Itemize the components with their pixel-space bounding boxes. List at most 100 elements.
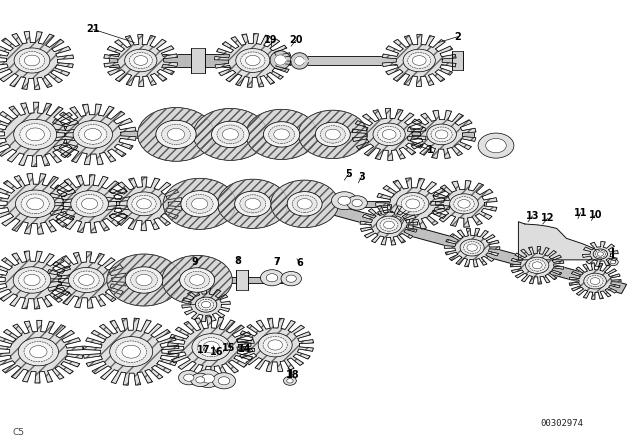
- Polygon shape: [360, 205, 418, 245]
- Circle shape: [597, 252, 604, 256]
- Text: 18: 18: [286, 370, 300, 380]
- Circle shape: [235, 191, 271, 216]
- Text: 00302974: 00302974: [541, 419, 584, 428]
- Text: 3: 3: [358, 172, 365, 181]
- Circle shape: [316, 122, 350, 146]
- Circle shape: [258, 333, 292, 357]
- Circle shape: [71, 191, 108, 217]
- Circle shape: [486, 138, 506, 153]
- Circle shape: [263, 336, 287, 353]
- Polygon shape: [0, 251, 74, 309]
- Circle shape: [125, 49, 157, 72]
- Circle shape: [26, 128, 44, 141]
- Circle shape: [287, 192, 322, 216]
- Circle shape: [107, 254, 181, 306]
- Polygon shape: [352, 108, 426, 160]
- Text: 7: 7: [273, 257, 280, 267]
- Circle shape: [137, 199, 151, 209]
- Circle shape: [478, 133, 514, 158]
- Circle shape: [608, 258, 618, 266]
- Circle shape: [401, 196, 424, 212]
- Circle shape: [18, 338, 59, 366]
- Circle shape: [454, 197, 474, 211]
- Circle shape: [195, 297, 217, 312]
- Polygon shape: [0, 31, 74, 90]
- Text: 9: 9: [192, 257, 198, 267]
- Text: 10: 10: [588, 210, 602, 220]
- Polygon shape: [431, 181, 497, 227]
- Circle shape: [376, 216, 401, 234]
- Circle shape: [162, 255, 232, 305]
- Text: 1: 1: [427, 145, 433, 155]
- Circle shape: [13, 267, 51, 293]
- Circle shape: [73, 121, 113, 148]
- Circle shape: [378, 126, 401, 142]
- Circle shape: [245, 198, 260, 209]
- Circle shape: [297, 198, 312, 209]
- Polygon shape: [260, 186, 627, 293]
- Bar: [269, 56, 454, 65]
- Text: 17: 17: [196, 345, 211, 355]
- Circle shape: [202, 302, 211, 308]
- Circle shape: [529, 259, 545, 271]
- Circle shape: [383, 221, 394, 228]
- Polygon shape: [104, 34, 178, 86]
- Circle shape: [161, 125, 191, 144]
- Circle shape: [450, 194, 478, 214]
- Circle shape: [246, 56, 260, 65]
- Circle shape: [129, 52, 152, 69]
- Polygon shape: [0, 320, 83, 383]
- Circle shape: [198, 299, 214, 310]
- Circle shape: [84, 129, 101, 140]
- Bar: [19, 131, 474, 138]
- Circle shape: [198, 338, 225, 357]
- Circle shape: [189, 275, 205, 285]
- Circle shape: [109, 336, 153, 367]
- Text: 15: 15: [222, 343, 236, 353]
- Circle shape: [611, 260, 616, 264]
- Polygon shape: [582, 241, 618, 267]
- Circle shape: [132, 195, 156, 212]
- Circle shape: [264, 122, 300, 147]
- Circle shape: [24, 274, 40, 286]
- Circle shape: [184, 374, 194, 381]
- Circle shape: [68, 267, 104, 293]
- Circle shape: [271, 180, 339, 228]
- Circle shape: [15, 190, 55, 218]
- Circle shape: [325, 129, 340, 140]
- Circle shape: [168, 128, 184, 141]
- Circle shape: [19, 271, 45, 289]
- Circle shape: [185, 271, 210, 289]
- Circle shape: [131, 271, 157, 289]
- Circle shape: [382, 129, 396, 139]
- Circle shape: [217, 125, 244, 144]
- Circle shape: [408, 52, 431, 69]
- Bar: [13, 201, 486, 207]
- Polygon shape: [182, 288, 230, 322]
- Circle shape: [463, 241, 481, 254]
- Polygon shape: [48, 175, 131, 233]
- Circle shape: [286, 275, 296, 282]
- Circle shape: [458, 199, 470, 208]
- Circle shape: [222, 129, 239, 140]
- Polygon shape: [275, 55, 285, 65]
- Circle shape: [435, 130, 448, 139]
- Circle shape: [321, 125, 346, 143]
- Circle shape: [593, 249, 607, 259]
- Polygon shape: [168, 317, 255, 378]
- Bar: [109, 54, 269, 67]
- Polygon shape: [569, 263, 621, 299]
- Circle shape: [156, 120, 196, 149]
- Polygon shape: [294, 56, 304, 65]
- Circle shape: [266, 274, 278, 282]
- Circle shape: [380, 219, 398, 231]
- Polygon shape: [0, 102, 81, 167]
- Circle shape: [191, 373, 210, 387]
- Text: 16: 16: [209, 347, 223, 357]
- Polygon shape: [83, 318, 179, 385]
- Circle shape: [338, 196, 351, 205]
- Circle shape: [20, 124, 51, 145]
- Circle shape: [81, 198, 98, 210]
- Text: 8: 8: [235, 256, 241, 266]
- Circle shape: [203, 341, 220, 353]
